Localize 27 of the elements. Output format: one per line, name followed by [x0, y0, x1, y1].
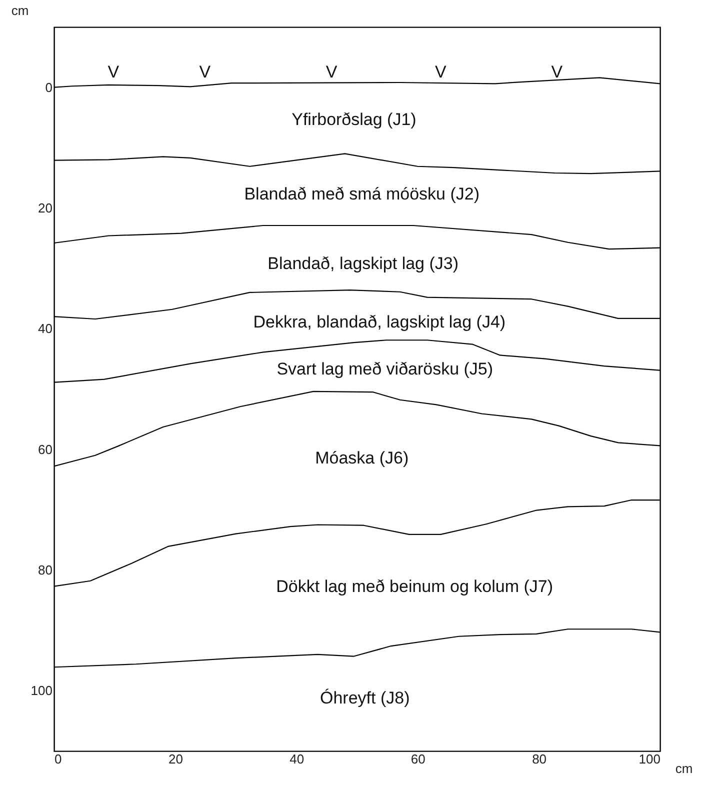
annotation: V — [434, 62, 447, 82]
annotation: Yfirborðslag (J1) — [292, 110, 416, 129]
annotation: V — [108, 62, 120, 82]
y-tick-label: 0 — [45, 80, 52, 95]
annotation: V — [199, 62, 212, 82]
y-tick-label: 40 — [38, 321, 52, 336]
x-tick-label: 80 — [532, 752, 547, 766]
x-tick-label: 60 — [410, 752, 426, 766]
x-tick-label: 100 — [638, 752, 660, 766]
annotation: Dökkt lag með beinum og kolum (J7) — [276, 576, 553, 596]
annotation: Óhreyft (J8) — [320, 688, 410, 708]
x-tick-label: 40 — [290, 752, 304, 766]
annotation: V — [326, 62, 338, 82]
annotation: Dekkra, blandað, lagskipt lag (J4) — [253, 312, 506, 332]
x-tick-label: 0 — [54, 752, 62, 766]
y-tick-label: 80 — [38, 562, 52, 578]
y-axis-title: cm — [11, 3, 29, 18]
y-tick-label: 100 — [30, 683, 52, 698]
annotation: Blandað, lagskipt lag (J3) — [268, 254, 459, 274]
x-tick-label: 20 — [168, 752, 183, 766]
annotation: V — [551, 62, 564, 82]
y-tick-label: 20 — [38, 200, 52, 216]
y-tick-label: 60 — [38, 442, 52, 457]
x-axis-title: cm — [675, 761, 693, 776]
annotation: Blandað með smá móösku (J2) — [244, 184, 480, 204]
annotation: Móaska (J6) — [315, 448, 409, 468]
annotation: Svart lag með viðarösku (J5) — [276, 360, 494, 379]
